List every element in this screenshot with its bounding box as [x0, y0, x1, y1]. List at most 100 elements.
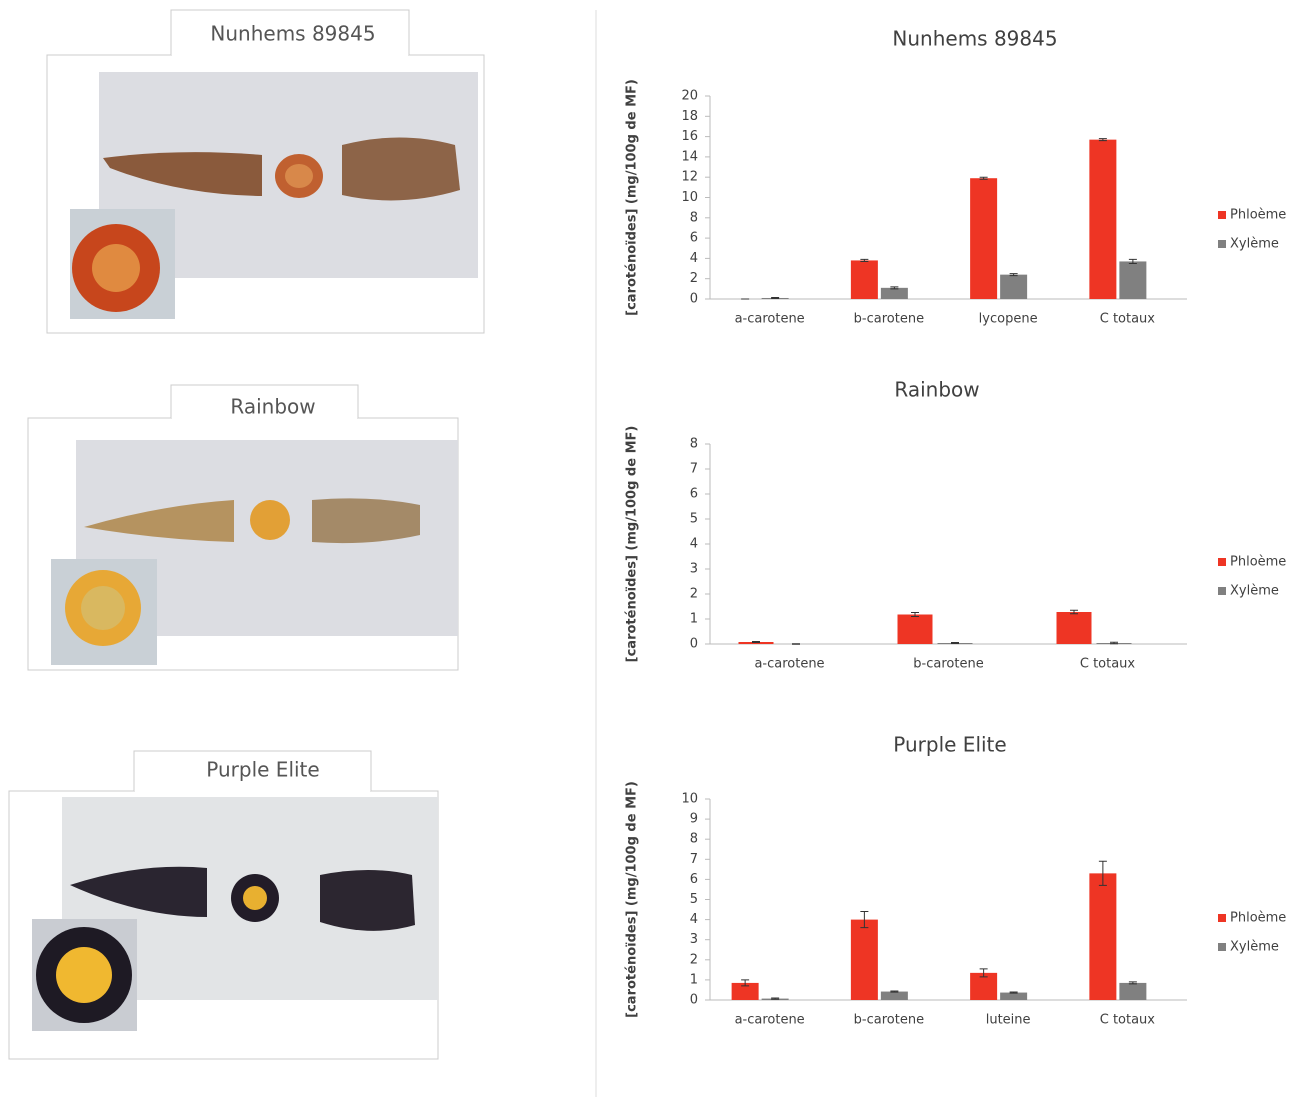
y-tick-label: 2 [690, 587, 698, 602]
y-tick-label: 4 [690, 912, 698, 927]
y-tick-label: 1 [690, 612, 698, 627]
error-bar [951, 642, 959, 644]
chart-title: Nunhems 89845 [892, 27, 1057, 51]
error-bar [771, 997, 780, 1000]
y-tick-label: 7 [690, 852, 698, 867]
x-tick-label: C totaux [1100, 312, 1156, 327]
photo-label: Nunhems 89845 [210, 22, 375, 46]
x-tick-label: C totaux [1100, 1013, 1156, 1028]
photo-panel: Purple Elite [8, 750, 439, 1060]
chart-title: Purple Elite [893, 733, 1006, 757]
legend-label: Xylème [1230, 940, 1279, 955]
y-tick-label: 7 [690, 462, 698, 477]
y-tick-label: 2 [690, 271, 698, 286]
bar [1119, 261, 1147, 299]
bar [970, 178, 998, 299]
y-tick-label: 4 [690, 537, 698, 552]
legend-swatch [1218, 914, 1226, 922]
y-axis-label: [caroténoïdes] (mg/100g de MF) [625, 79, 640, 316]
y-tick-label: 8 [690, 210, 698, 225]
y-tick-label: 10 [681, 792, 698, 807]
error-bar [860, 911, 869, 929]
x-tick-label: luteine [986, 1013, 1031, 1028]
error-bar [792, 643, 800, 645]
y-tick-label: 6 [690, 872, 698, 887]
y-tick-label: 3 [690, 562, 698, 577]
y-tick-label: 2 [690, 952, 698, 967]
error-bar [979, 176, 988, 180]
error-bar [1098, 860, 1107, 886]
y-tick-label: 0 [690, 292, 698, 307]
y-tick-label: 6 [690, 231, 698, 246]
x-tick-label: lycopene [979, 312, 1038, 327]
y-tick-label: 8 [690, 437, 698, 452]
legend-swatch [1218, 943, 1226, 951]
error-bar [1070, 609, 1078, 615]
y-axis-label: [caroténoïdes] (mg/100g de MF) [625, 426, 640, 663]
y-tick-label: 8 [690, 832, 698, 847]
bar [850, 919, 878, 1000]
error-bar [979, 968, 988, 978]
y-axis-label: [caroténoïdes] (mg/100g de MF) [625, 781, 640, 1018]
y-tick-label: 3 [690, 932, 698, 947]
bar [880, 287, 908, 299]
legend-label: Xylème [1230, 237, 1279, 252]
legend-swatch [1218, 558, 1226, 566]
error-bar [1009, 991, 1018, 994]
x-tick-label: C totaux [1080, 657, 1136, 672]
legend-label: Xylème [1230, 584, 1279, 599]
x-tick-label: a-carotene [735, 1013, 805, 1028]
photo-panel: Rainbow [27, 384, 459, 671]
y-tick-label: 5 [690, 892, 698, 907]
bar [1056, 612, 1092, 644]
photo-label: Rainbow [230, 395, 315, 419]
bar [880, 991, 908, 1000]
y-tick-label: 4 [690, 251, 698, 266]
legend-swatch [1218, 240, 1226, 248]
error-bar [1110, 641, 1118, 645]
bar [731, 982, 759, 1000]
bar [1089, 873, 1117, 1000]
error-bar [860, 258, 869, 262]
error-bar [1098, 138, 1107, 142]
y-tick-label: 1 [690, 972, 698, 987]
bar [1000, 274, 1028, 299]
y-tick-label: 12 [681, 170, 698, 185]
photo-panel: Nunhems 89845 [46, 9, 485, 334]
bar [1000, 992, 1028, 1000]
bar [970, 972, 998, 1000]
y-tick-label: 0 [690, 993, 698, 1008]
y-tick-label: 18 [681, 109, 698, 124]
photo-label: Purple Elite [206, 758, 319, 782]
x-tick-label: a-carotene [735, 312, 805, 327]
x-tick-label: b-carotene [854, 312, 924, 327]
y-tick-label: 0 [690, 637, 698, 652]
y-tick-label: 10 [681, 190, 698, 205]
x-tick-label: b-carotene [913, 657, 983, 672]
error-bar [1009, 273, 1018, 277]
legend-label: Phloème [1230, 911, 1286, 926]
y-tick-label: 14 [681, 149, 698, 164]
bar [1119, 982, 1147, 1000]
error-bar [752, 641, 760, 643]
legend-swatch [1218, 211, 1226, 219]
chart-title: Rainbow [894, 378, 979, 402]
error-bar [1128, 258, 1137, 264]
error-bar [911, 612, 919, 617]
error-bar [890, 990, 899, 993]
legend-label: Phloème [1230, 555, 1286, 570]
y-tick-label: 20 [681, 89, 698, 104]
bar [1089, 139, 1117, 299]
legend-label: Phloème [1230, 208, 1286, 223]
error-bar [1128, 981, 1137, 985]
error-bar [890, 286, 899, 290]
error-bar [771, 296, 780, 299]
legend-swatch [1218, 587, 1226, 595]
error-bar [741, 979, 750, 987]
x-tick-label: a-carotene [754, 657, 824, 672]
y-tick-label: 16 [681, 129, 698, 144]
x-tick-label: b-carotene [854, 1013, 924, 1028]
y-tick-label: 5 [690, 512, 698, 527]
bar [850, 260, 878, 299]
